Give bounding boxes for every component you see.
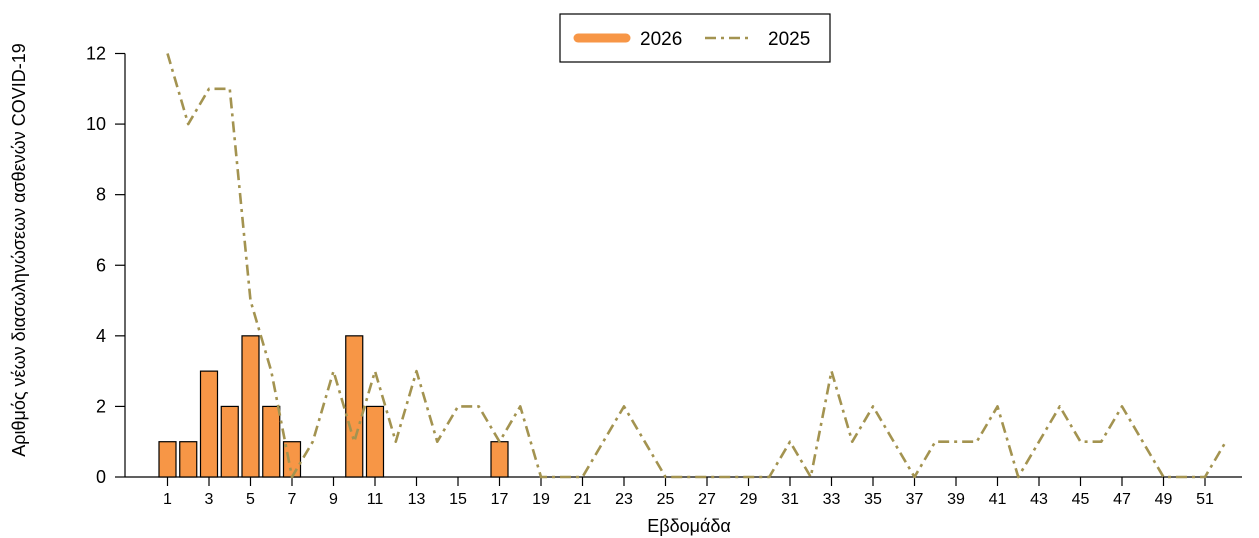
x-axis-label: Εβδομάδα: [647, 516, 731, 536]
x-tick-label: 13: [408, 491, 426, 508]
bars-2026: [158, 335, 509, 478]
x-tick-label: 27: [698, 491, 716, 508]
x-tick-label: 49: [1155, 491, 1173, 508]
y-axis-label: Αριθμός νέων διασωληνώσεων ασθενών COVID…: [9, 43, 29, 457]
x-tick-label: 19: [532, 491, 550, 508]
y-tick-label: 8: [96, 185, 106, 205]
y-tick-label: 6: [96, 255, 106, 275]
bar-2026: [241, 335, 260, 478]
x-tick-label: 11: [367, 491, 384, 508]
x-tick-label: 35: [864, 491, 882, 508]
bar-2026: [179, 441, 198, 478]
x-tick-label: 21: [574, 491, 592, 508]
y-tick-label: 10: [86, 114, 106, 134]
legend: 2026 2025: [559, 13, 831, 63]
x-tick-label: 23: [615, 491, 633, 508]
bar-2026: [199, 370, 219, 478]
x-tick-label: 47: [1113, 491, 1131, 508]
bar-2026: [365, 405, 385, 478]
x-tick-label: 9: [329, 491, 338, 508]
legend-label-2026: 2026: [640, 29, 682, 50]
y-axis: 0 2 4 6 8 10 12: [86, 44, 126, 487]
y-tick-label: 2: [96, 396, 106, 416]
y-tick-label: 0: [96, 467, 106, 487]
bar-2026: [345, 335, 364, 478]
x-tick-label: 43: [1030, 491, 1048, 508]
x-tick-label: 17: [491, 491, 509, 508]
x-tick-label: 29: [740, 491, 758, 508]
x-tick-label: 51: [1196, 491, 1214, 508]
x-tick-label: 7: [288, 491, 297, 508]
x-tick-label: 41: [989, 491, 1007, 508]
x-axis: 1 3 5 7 9 11 13 15 17 19 21 23 25 27 29 31 33 35 37 39 41 43 4…: [125, 476, 1242, 508]
y-tick-label: 12: [86, 44, 106, 64]
legend-label-2025: 2025: [768, 29, 810, 50]
bar-2026: [490, 441, 509, 478]
series-line-2025: [166, 53, 1227, 479]
x-tick-label: 31: [781, 491, 799, 508]
line-2025: [166, 53, 1227, 479]
bar-2026: [262, 405, 281, 478]
x-tick-label: 3: [205, 491, 214, 508]
x-tick-label: 15: [449, 491, 467, 508]
x-tick-label: 1: [163, 491, 172, 508]
x-tick-label: 45: [1072, 491, 1090, 508]
x-tick-label: 39: [947, 491, 965, 508]
bar-2026: [158, 441, 177, 478]
x-tick-label: 5: [246, 491, 255, 508]
x-tick-label: 37: [906, 491, 924, 508]
x-tick-label: 33: [823, 491, 841, 508]
x-tick-label: 25: [657, 491, 675, 508]
bar-2026: [220, 405, 239, 478]
y-tick-label: 4: [96, 326, 106, 346]
